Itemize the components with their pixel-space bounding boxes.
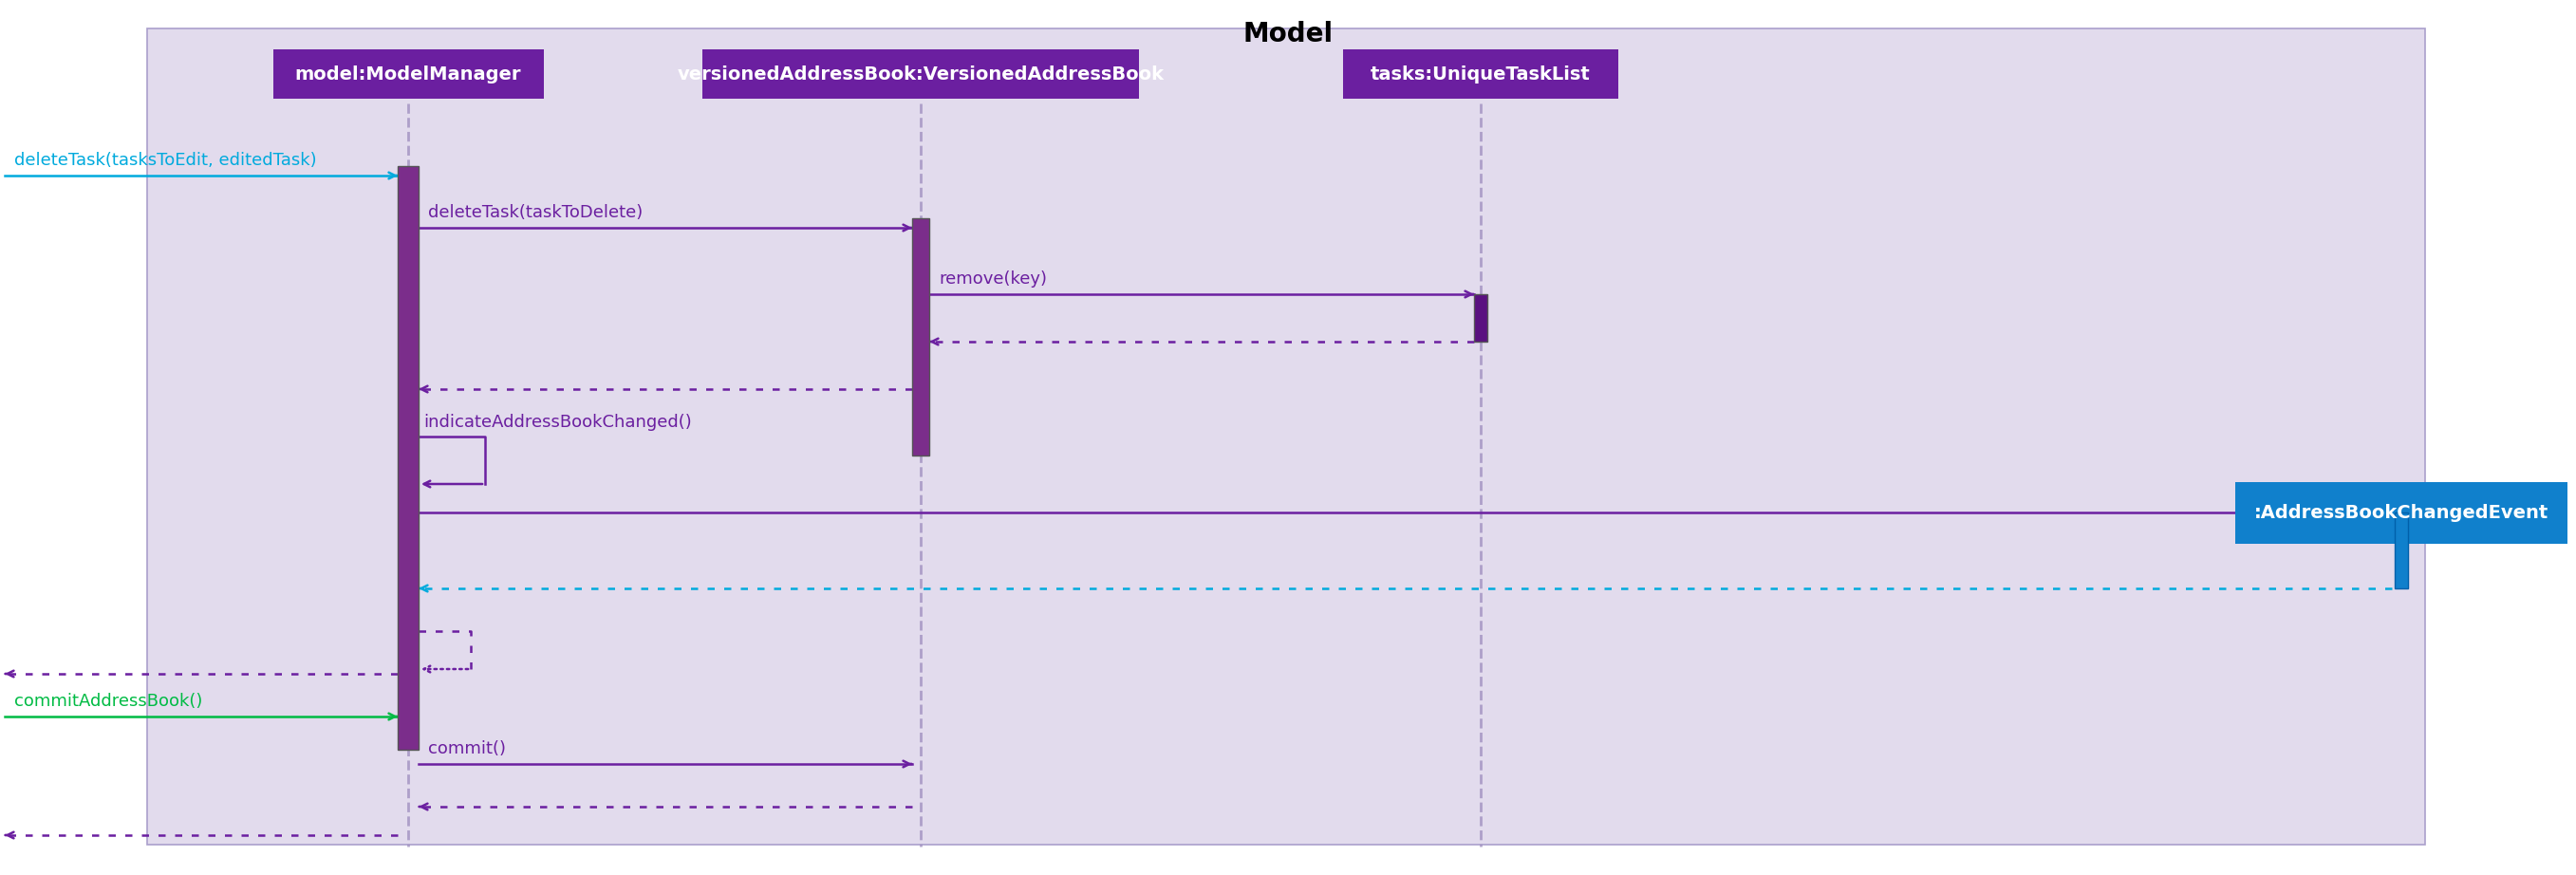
Text: versionedAddressBook:VersionedAddressBook: versionedAddressBook:VersionedAddressBoo… [677, 65, 1164, 83]
Bar [147, 29, 2424, 844]
Text: indicateAddressBookChanged(): indicateAddressBookChanged() [422, 414, 693, 431]
Text: deleteTask(tasksToEdit, editedTask): deleteTask(tasksToEdit, editedTask) [15, 152, 317, 169]
Text: Model: Model [1242, 21, 1334, 47]
Bar [273, 49, 544, 99]
Text: commit(): commit() [428, 740, 505, 758]
Text: remove(key): remove(key) [938, 270, 1046, 288]
Bar [1342, 49, 1618, 99]
Text: model:ModelManager: model:ModelManager [294, 65, 520, 83]
Bar [397, 166, 417, 750]
Bar [2236, 482, 2568, 543]
Bar [912, 218, 930, 456]
Text: tasks:UniqueTaskList: tasks:UniqueTaskList [1370, 65, 1589, 83]
Bar [1473, 294, 1486, 341]
Bar [2396, 513, 2409, 588]
Bar [703, 49, 1139, 99]
Text: :AddressBookChangedEvent: :AddressBookChangedEvent [2254, 503, 2548, 522]
Text: deleteTask(taskToDelete): deleteTask(taskToDelete) [428, 204, 644, 221]
Text: commitAddressBook(): commitAddressBook() [15, 693, 204, 710]
